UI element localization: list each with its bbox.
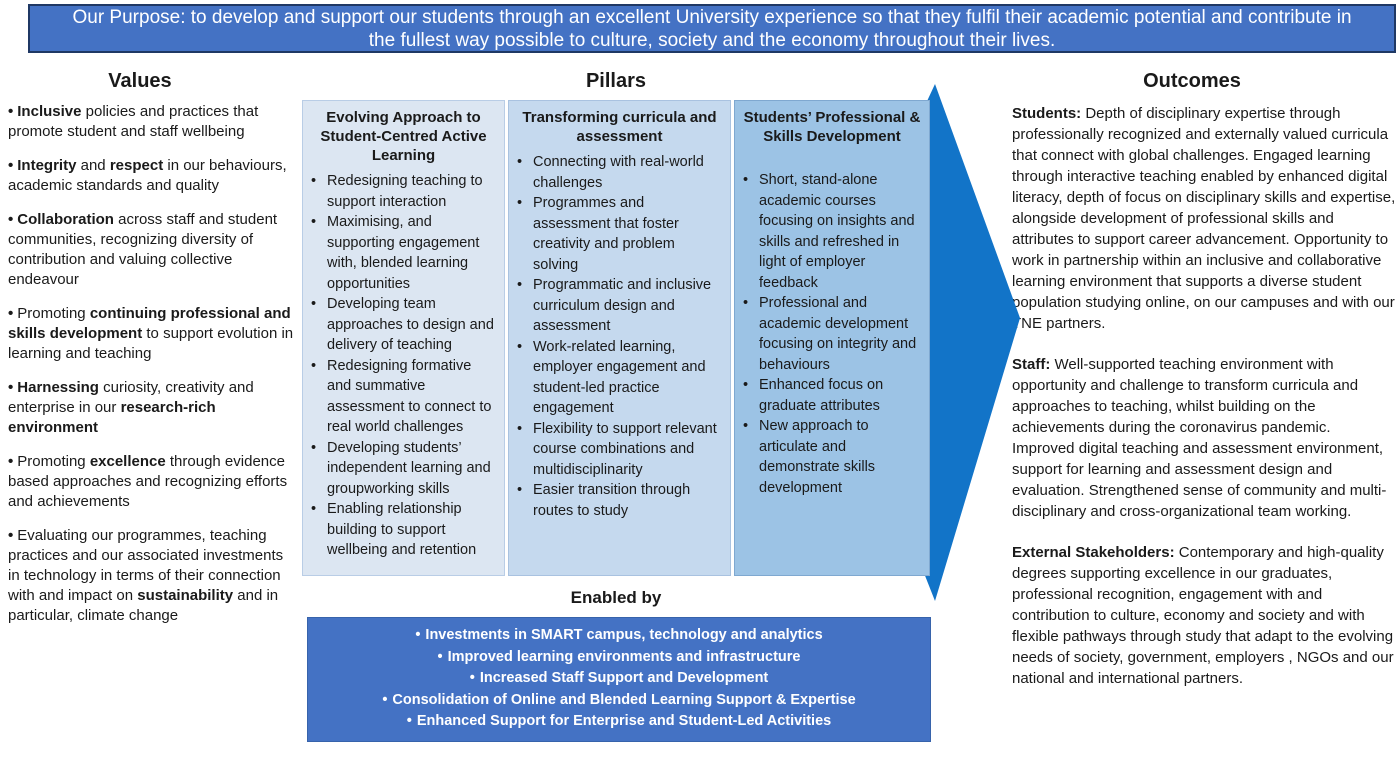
bullet-marker: • [8,527,14,544]
bullet-marker: • [8,211,14,228]
bullet-marker: • [8,103,14,120]
bullet-marker: • [437,648,443,665]
outcomes-list: Students: Depth of disciplinary expertis… [1012,103,1397,709]
bullet-marker: • [517,338,523,355]
flow-right-arrow-icon [922,84,1020,601]
bullet-marker: • [8,379,14,396]
pillar-title: Transforming curricula and assessment [522,109,717,145]
enabled-by-item: • Investments in SMART campus, technology… [415,627,823,643]
bullet-marker: • [382,691,388,708]
bullet-marker: • [311,173,317,189]
bullet-marker: • [311,439,317,456]
pillar-bullet: • Easier transition through routes to stu… [517,480,722,521]
bullet-marker: • [743,377,749,393]
enabled-by-heading: Enabled by [570,588,662,607]
value-item: • Collaboration across staff and student … [8,210,296,290]
pillar-bullet: • Redesigning teaching to support interac… [311,171,496,212]
bullet-marker: • [517,420,523,437]
purpose-banner-text: Our Purpose: to develop and support our … [72,6,1352,51]
bullet-marker: • [8,305,14,322]
enabled-by-item: • Consolidation of Online and Blended Lea… [382,691,856,708]
pillar-title: Students’ Professional & Skills Developm… [743,109,921,145]
pillar-bullet: • Connecting with real-world challenges [517,152,722,193]
pillar-bullet: • Short, stand-alone academic courses foc… [743,170,921,293]
values-heading: Values [108,70,172,92]
pillar-bullet: • Flexibility to support relevant course … [517,419,722,481]
value-item-text: Harnessing curiosity, creativity and ent… [8,379,254,436]
pillar-bullet: • Work-related learning, employer engagem… [517,337,722,419]
value-item-text: Integrity and respect in our behaviours,… [8,157,287,194]
bullet-marker: • [743,418,749,434]
bullet-marker: • [517,277,523,293]
bullet-marker: • [517,195,523,211]
bullet-marker: • [8,157,14,174]
pillar-column-active-learning: Evolving Approach to Student-Centred Act… [302,100,505,576]
value-item: • Harnessing curiosity, creativity and en… [8,378,296,438]
pillar-bullet: • Redesigning formative and summative ass… [311,356,496,438]
pillar-bullet: • Maximising, and supporting engagement w… [311,212,496,294]
bullet-marker: • [415,627,421,643]
bullet-marker: • [8,453,14,470]
outcome-paragraph-staff: Staff: Well-supported teaching environme… [1012,356,1387,520]
value-item: • Evaluating our programmes, teaching pra… [8,526,296,626]
pillars-heading: Pillars [585,70,647,92]
bullet-marker: • [406,713,412,729]
pillar-bullet: • Programmatic and inclusive curriculum d… [517,275,722,337]
pillar-bullet: • Developing students’ independent learni… [311,438,496,500]
value-item: • Integrity and respect in our behaviours… [8,156,296,196]
value-item: • Promoting continuing professional and s… [8,304,296,364]
value-item: • Inclusive policies and practices that p… [8,102,296,142]
bullet-marker: • [311,214,317,230]
enabled-by-box: • Investments in SMART campus, technology… [307,617,931,742]
bullet-marker: • [743,172,749,188]
outcome-paragraph-external-stakeholders: External Stakeholders: Contemporary and … [1012,544,1394,687]
bullet-marker: • [311,501,317,517]
bullet-marker: • [517,154,523,170]
enabled-by-item: • Enhanced Support for Enterprise and Stu… [406,713,832,729]
bullet-marker: • [469,670,475,686]
outcomes-heading: Outcomes [1143,70,1241,92]
value-item-text: Inclusive policies and practices that pr… [8,103,259,140]
value-item: • Promoting excellence through evidence b… [8,452,296,512]
pillar-column-skills-development: Students’ Professional & Skills Developm… [734,100,930,576]
bullet-marker: • [311,357,317,374]
pillar-bullet: • New approach to articulate and demonstr… [743,416,921,498]
value-item-text: Promoting continuing professional and sk… [8,305,294,362]
purpose-banner: Our Purpose: to develop and support our … [28,4,1396,53]
pillar-bullet: • Enhanced focus on graduate attributes [743,375,921,416]
enabled-by-item: • Improved learning environments and infr… [437,648,801,665]
value-item-text: Evaluating our programmes, teaching prac… [8,527,284,624]
bullet-marker: • [311,296,317,312]
bullet-marker: • [743,295,749,311]
values-list: • Inclusive policies and practices that p… [8,102,296,640]
pillar-column-curricula-assessment: Transforming curricula and assessment • C… [508,100,731,576]
bullet-marker: • [517,482,523,498]
pillar-bullet: • Enabling relationship building to suppo… [311,499,496,561]
value-item-text: Promoting excellence through evidence ba… [8,453,288,510]
value-item-text: Collaboration across staff and student c… [8,211,278,288]
enabled-by-item: • Increased Staff Support and Development [469,670,769,686]
pillar-bullet: • Developing team approaches to design an… [311,294,496,356]
pillar-bullet: • Programmes and assessment that foster c… [517,193,722,275]
outcome-paragraph-students: Students: Depth of disciplinary expertis… [1012,105,1396,332]
pillar-title: Evolving Approach to Student-Centred Act… [320,109,487,164]
pillar-bullet: • Professional and academic development f… [743,293,921,375]
